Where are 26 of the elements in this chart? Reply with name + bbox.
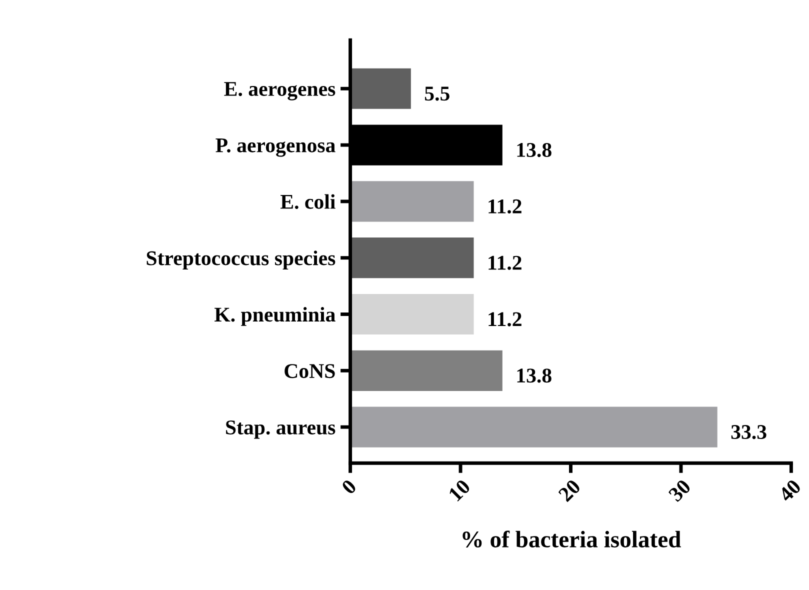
x-axis-title: % of bacteria isolated	[462, 530, 681, 548]
x-tick-label: 10	[448, 478, 472, 502]
x-tick-label: 20	[558, 478, 582, 502]
bar	[350, 406, 718, 448]
bar	[350, 238, 474, 278]
data-label: 13.8	[517, 368, 552, 383]
bar	[350, 294, 474, 335]
y-tick-label: P. aerogenosa	[216, 138, 336, 157]
bar	[350, 181, 474, 222]
data-label: 5.5	[424, 86, 450, 101]
x-tick-label: 40	[778, 478, 802, 503]
data-label: 13.8	[517, 142, 552, 158]
bar	[350, 350, 502, 391]
y-tick-label: E. aerogenes	[224, 82, 336, 100]
x-tick-label: 0	[340, 478, 358, 495]
y-tick-label: E. coli	[280, 194, 336, 209]
data-label: 11.2	[488, 199, 522, 214]
x-tick-label: 30	[668, 478, 692, 502]
y-tick-label: Stap. aureus	[226, 420, 336, 439]
data-label: 11.2	[488, 312, 522, 326]
bar	[350, 68, 411, 109]
y-tick-label: K. pneuminia	[214, 307, 336, 326]
y-tick-label: CoNS	[284, 364, 335, 378]
data-label: 11.2	[488, 256, 522, 270]
data-label: 33.3	[731, 425, 766, 440]
y-tick-label: Streptococcus species	[146, 250, 336, 270]
